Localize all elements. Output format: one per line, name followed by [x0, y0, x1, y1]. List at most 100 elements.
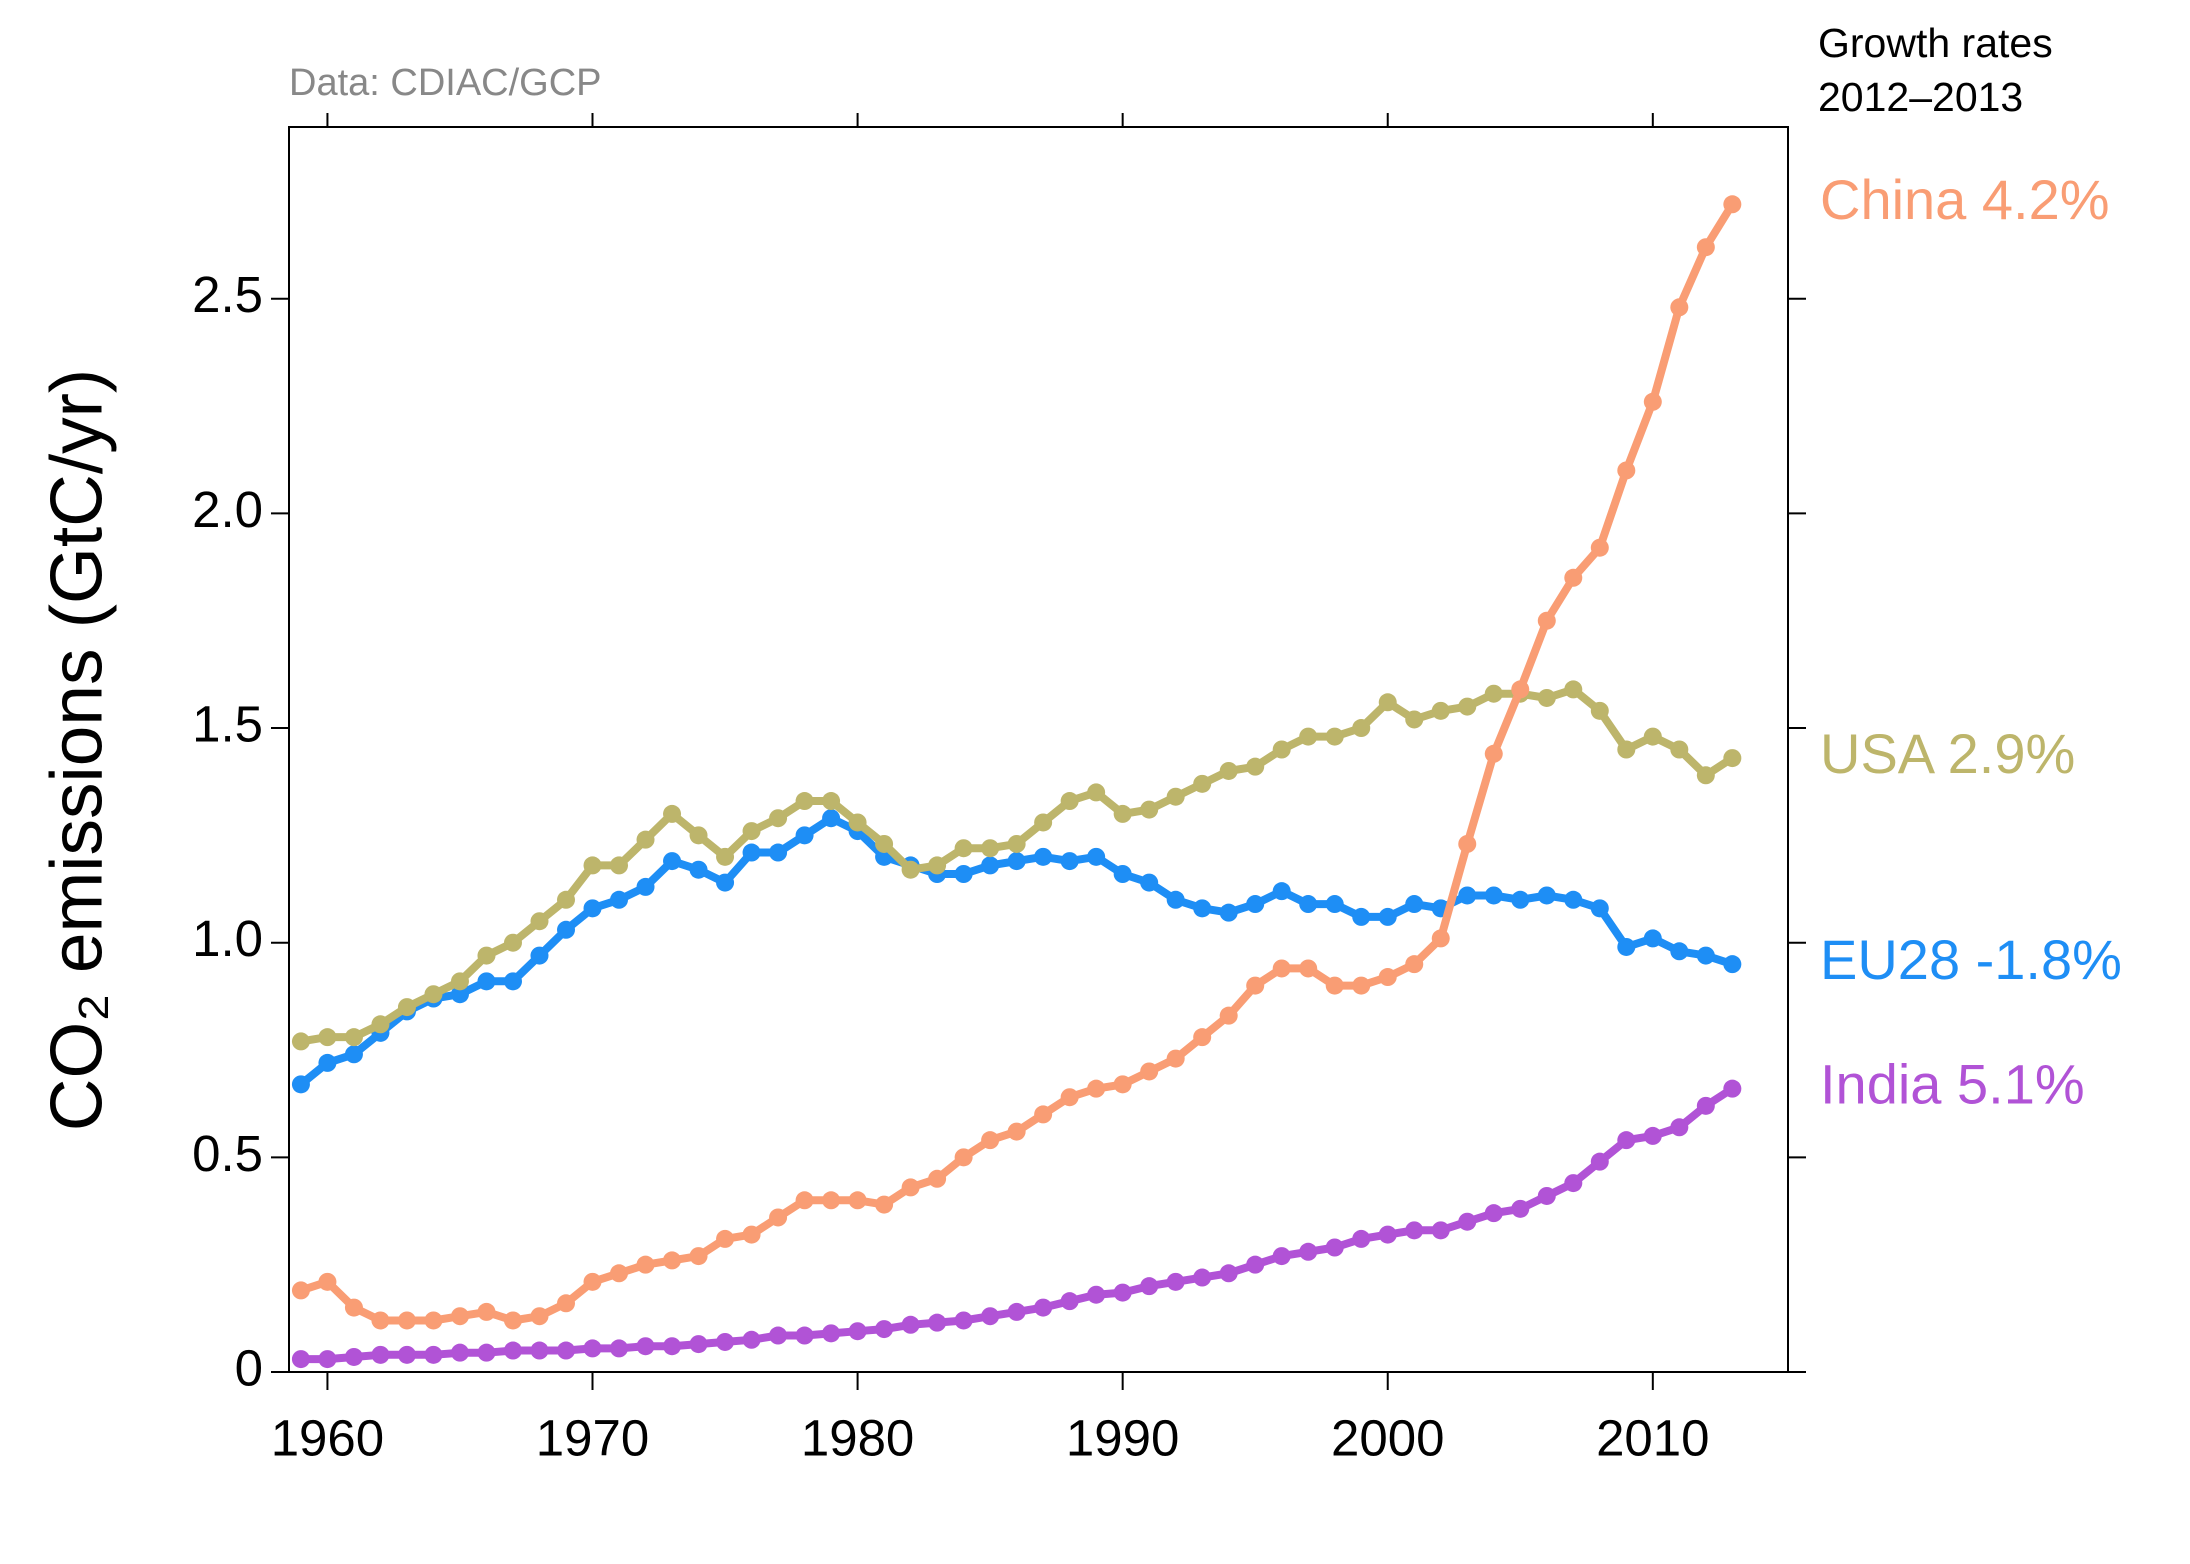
data-point — [371, 1015, 390, 1034]
data-point — [1007, 834, 1026, 853]
data-point — [822, 1191, 841, 1210]
data-point — [1696, 946, 1715, 965]
data-point — [1140, 1062, 1159, 1081]
data-point — [742, 1330, 761, 1349]
data-point — [1431, 929, 1450, 948]
data-point — [1087, 847, 1106, 866]
data-point — [875, 1195, 894, 1214]
annotation-title: 2012–2013 — [1818, 74, 2023, 120]
data-point — [1193, 774, 1212, 793]
data-point — [318, 1028, 337, 1047]
data-point — [397, 1345, 416, 1364]
data-point — [1166, 1272, 1185, 1291]
data-point — [530, 912, 549, 931]
data-point — [954, 1311, 973, 1330]
data-point — [1458, 1212, 1477, 1231]
data-point — [1060, 1088, 1079, 1107]
data-point — [371, 1345, 390, 1364]
data-point — [450, 1343, 469, 1362]
data-point — [1537, 688, 1556, 707]
data-point — [1087, 1285, 1106, 1304]
data-point — [769, 809, 788, 828]
data-point — [557, 1294, 576, 1313]
data-point — [1511, 890, 1530, 909]
data-point — [1484, 886, 1503, 905]
data-point — [901, 860, 920, 879]
data-point — [716, 1229, 735, 1248]
data-point — [1431, 701, 1450, 720]
data-point — [636, 830, 655, 849]
data-point — [1325, 727, 1344, 746]
data-point — [928, 1169, 947, 1188]
data-point — [689, 1247, 708, 1266]
x-tick-label: 1990 — [1066, 1409, 1179, 1466]
data-point — [1723, 955, 1742, 974]
data-point — [1219, 761, 1238, 780]
data-point — [583, 1339, 602, 1358]
series-label: China 4.2% — [1820, 168, 2110, 231]
data-point — [344, 1045, 363, 1064]
data-point — [477, 946, 496, 965]
data-point — [424, 1345, 443, 1364]
data-point — [1325, 1238, 1344, 1257]
data-point — [742, 822, 761, 841]
data-point — [1272, 882, 1291, 901]
data-point — [1246, 1255, 1265, 1274]
data-point — [1458, 834, 1477, 853]
x-tick-label: 1970 — [536, 1409, 649, 1466]
data-point — [1140, 800, 1159, 819]
data-point — [450, 1307, 469, 1326]
data-point — [503, 972, 522, 991]
y-tick-label: 2.5 — [192, 266, 263, 323]
data-point — [1723, 195, 1742, 214]
data-point — [1537, 611, 1556, 630]
data-point — [344, 1347, 363, 1366]
series-label: USA 2.9% — [1820, 722, 2075, 785]
data-point — [1299, 895, 1318, 914]
data-point — [1696, 766, 1715, 785]
data-point — [716, 847, 735, 866]
annotation-title: Growth rates — [1818, 20, 2053, 66]
data-point — [557, 890, 576, 909]
data-point — [1272, 1247, 1291, 1266]
data-point — [636, 877, 655, 896]
data-point — [795, 792, 814, 811]
x-tick-label: 2010 — [1596, 1409, 1709, 1466]
source-note: Data: CDIAC/GCP — [289, 62, 602, 104]
data-point — [1193, 1028, 1212, 1047]
data-point — [610, 1339, 629, 1358]
data-point — [1299, 727, 1318, 746]
data-point — [1511, 680, 1530, 699]
data-point — [1643, 392, 1662, 411]
data-point — [583, 856, 602, 875]
data-point — [1060, 1292, 1079, 1311]
data-point — [291, 1075, 310, 1094]
data-point — [1034, 847, 1053, 866]
data-point — [1617, 461, 1636, 480]
data-point — [848, 1322, 867, 1341]
data-point — [1564, 680, 1583, 699]
data-point — [981, 856, 1000, 875]
series-label: EU28 -1.8% — [1820, 928, 2122, 991]
data-point — [1246, 895, 1265, 914]
data-point — [1299, 959, 1318, 978]
data-point — [1034, 1298, 1053, 1317]
data-point — [1352, 976, 1371, 995]
data-point — [477, 1302, 496, 1321]
data-point — [1378, 1225, 1397, 1244]
data-point — [503, 933, 522, 952]
data-point — [1511, 1199, 1530, 1218]
data-point — [954, 839, 973, 858]
data-point — [795, 1191, 814, 1210]
data-point — [450, 985, 469, 1004]
data-point — [1219, 903, 1238, 922]
data-point — [557, 920, 576, 939]
data-point — [291, 1350, 310, 1369]
data-point — [1378, 968, 1397, 987]
data-point — [1060, 852, 1079, 871]
data-point — [716, 873, 735, 892]
data-point — [371, 1311, 390, 1330]
data-point — [530, 946, 549, 965]
